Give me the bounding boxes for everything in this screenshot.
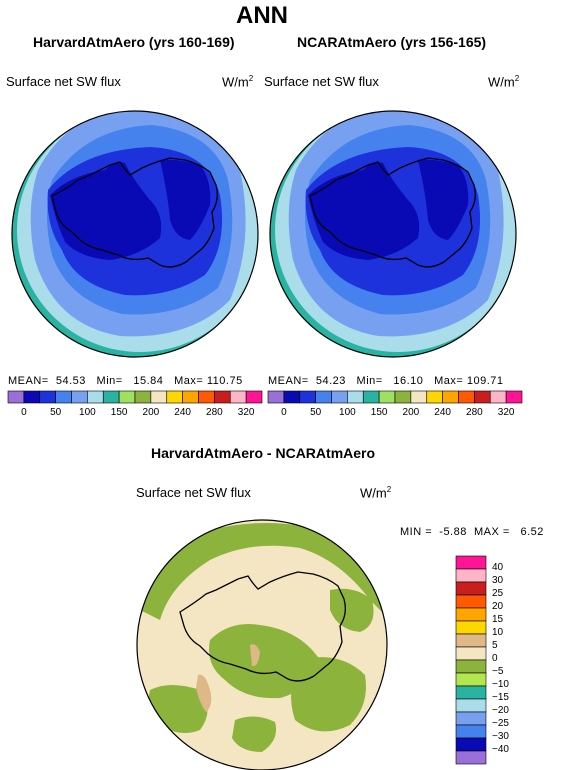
map-region-diff_green: [330, 588, 374, 632]
colorbar-tick-label: 200: [402, 407, 420, 418]
panel-2-units: W/m2: [488, 74, 520, 90]
colorbar-swatch: [455, 620, 487, 635]
panel-2-title: NCARAtmAero (yrs 156-165): [297, 34, 487, 50]
panel-2-colorbar: [267, 390, 523, 404]
colorbar-tick-label: −25: [492, 718, 509, 729]
colorbar-tick-label: 100: [79, 407, 96, 418]
colorbar-tick-label: 150: [370, 407, 388, 418]
colorbar-swatch: [455, 685, 487, 700]
map-region-diff_green: [209, 624, 320, 699]
colorbar-tick-label: 150: [110, 407, 128, 418]
colorbar-swatch: [455, 737, 487, 752]
colorbar-tick-label: −20: [492, 705, 509, 716]
panel-2-variable: Surface net SW flux: [264, 74, 379, 89]
map-region-core: [160, 159, 211, 240]
diff-units: W/m2: [360, 485, 392, 501]
colorbar-tick-label: −30: [492, 731, 509, 742]
colorbar-swatch: [455, 659, 487, 674]
figure-title: ANN: [236, 2, 288, 29]
colorbar-tick-label: 0: [281, 407, 287, 418]
colorbar-tick-label: 50: [310, 407, 322, 418]
colorbar-tick-label: 0: [21, 407, 27, 418]
panel-1-variable: Surface net SW flux: [6, 74, 121, 89]
colorbar-tick-label: 50: [50, 407, 62, 418]
panel-1-title: HarvardAtmAero (yrs 160-169): [33, 34, 235, 50]
diff-map-field: [137, 520, 387, 770]
colorbar-swatch: [455, 568, 487, 583]
colorbar-tick-label: 100: [339, 407, 356, 418]
diff-stats: MIN = -5.88 MAX = 6.52: [400, 526, 544, 538]
colorbar-tick-label: 280: [466, 407, 483, 418]
map-region-diff_green: [232, 716, 277, 752]
colorbar-swatch: [455, 633, 487, 648]
map-region-diff_tan: [196, 674, 212, 712]
colorbar-tick-label: 320: [237, 407, 255, 418]
colorbar-tick-label: 20: [492, 601, 504, 612]
colorbar-tick-label: 0: [492, 653, 498, 664]
colorbar-tick-label: 40: [492, 562, 504, 573]
colorbar-swatch: [455, 555, 487, 570]
colorbar-swatch: [455, 750, 487, 765]
diff-title: HarvardAtmAero - NCARAtmAero: [151, 445, 376, 461]
colorbar-tick-label: 10: [492, 627, 504, 638]
map-region-diff_green: [291, 657, 366, 732]
colorbar-tick-label: 5: [492, 640, 498, 651]
colorbar-tick-label: 320: [497, 407, 515, 418]
colorbar-swatch: [455, 581, 487, 596]
diff-colorbar-ticks: 40 30 25 20 15 10 5 0 −5 −10 −15 −20 −25 −30 −40: [492, 556, 552, 764]
panel-1-units: W/m2: [222, 74, 254, 90]
panel-1-map-field: [12, 111, 258, 357]
panel-2-stats: MEAN= 54.23 Min= 16.10 Max= 109.71: [268, 375, 504, 387]
colorbar-swatch: [455, 724, 487, 739]
colorbar-swatch: [245, 390, 263, 404]
panel-1-stats: MEAN= 54.53 Min= 15.84 Max= 110.75: [8, 375, 243, 387]
colorbar-swatch: [455, 711, 487, 726]
map-region-core: [50, 162, 162, 260]
colorbar-swatch: [455, 646, 487, 661]
diff-colorbar: [455, 555, 487, 765]
colorbar-tick-label: −5: [492, 666, 504, 677]
colorbar-swatch: [505, 390, 523, 404]
colorbar-tick-label: 280: [206, 407, 223, 418]
colorbar-tick-label: 25: [492, 588, 504, 599]
map-region-diff_tan: [250, 644, 260, 667]
panel-1-colorbar-ticks: 0 50 100 150 200 240 280 320: [8, 407, 262, 421]
colorbar-tick-label: −10: [492, 679, 509, 690]
colorbar-tick-label: 240: [174, 407, 191, 418]
colorbar-tick-label: 30: [492, 575, 504, 586]
panel-2-colorbar-ticks: 0 50 100 150 200 240 280 320: [268, 407, 522, 421]
colorbar-tick-label: −40: [492, 744, 509, 755]
map-region-core: [418, 159, 469, 240]
colorbar-tick-label: 240: [434, 407, 451, 418]
diff-variable: Surface net SW flux: [136, 485, 251, 500]
map-region-diff_green: [140, 523, 387, 620]
colorbar-tick-label: 200: [142, 407, 160, 418]
colorbar-swatch: [455, 607, 487, 622]
colorbar-swatch: [455, 672, 487, 687]
colorbar-tick-label: −15: [492, 692, 509, 703]
colorbar-tick-label: 15: [492, 614, 504, 625]
panel-1-colorbar: [7, 390, 263, 404]
map-region-core: [308, 162, 420, 260]
panel-2-map-field: [270, 111, 516, 357]
colorbar-swatch: [455, 594, 487, 609]
colorbar-swatch: [455, 698, 487, 713]
